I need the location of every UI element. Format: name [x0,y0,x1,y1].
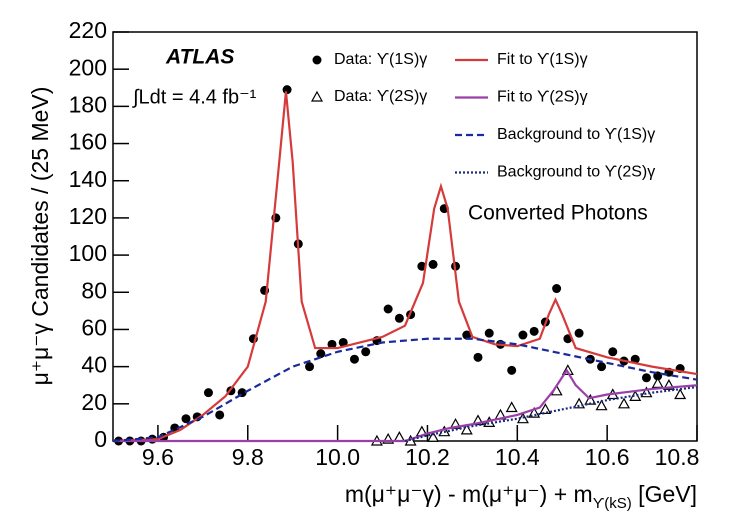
data-point [462,330,472,340]
data-point [473,352,483,362]
data-point [316,349,326,359]
x-tick-label: 10.2 [405,444,450,470]
y-tick-label: 40 [81,352,107,378]
fit-line [113,368,698,443]
data-point [394,313,404,323]
x-label-main: m(μ⁺μ⁻γ) - m(μ⁺μ⁻) + m [345,481,593,507]
data-point [505,401,518,413]
data-point [574,328,584,338]
data-point [460,423,473,435]
data-point [629,390,642,401]
y-tick-label: 20 [81,389,107,415]
x-tick-label: 9.6 [142,444,174,470]
legend-marker [312,55,322,65]
x-tick-label: 10.4 [495,444,540,470]
x-tick-label: 10.8 [655,444,700,470]
data-point [539,403,552,414]
legend-label: Background to ϒ(1S)γ [497,126,655,143]
x-label-subscript: ϒ(kS) [593,495,632,512]
legend-label: Data: ϒ(1S)γ [334,51,427,68]
data-point [484,328,494,338]
fit-line [112,91,698,443]
chart-title: ATLAS [165,46,234,69]
y-tick-label: 140 [69,166,107,192]
y-tick-label: 80 [81,277,107,303]
data-point [641,373,651,383]
y-tick-label: 160 [69,129,107,155]
data-point [617,397,631,409]
y-tick-label: 220 [69,17,107,43]
data-point [181,414,191,424]
data-point [674,388,687,400]
x-tick-label: 10.0 [315,444,360,470]
data-point [552,284,562,294]
data-point [427,431,440,442]
data-point [383,304,393,314]
legend-label: Fit to ϒ(1S)γ [497,51,588,68]
luminosity-label: ∫Ldt = 4.4 fb⁻¹ [132,86,257,108]
legend-label: Background to ϒ(2S)γ [497,164,655,181]
legend-marker [310,90,324,102]
data-point [327,339,337,349]
fit-line [112,337,698,443]
x-tick-label: 9.8 [232,444,264,470]
annotation: Converted Photons [468,202,648,225]
data-point [349,354,359,364]
legend-label: Data: ϒ(2S)γ [334,88,427,105]
data-point [428,259,438,269]
fit-line [404,385,698,443]
y-tick-label: 120 [69,203,107,229]
legend-label: Fit to ϒ(2S)γ [497,89,588,106]
y-axis-label: μ⁺μ⁻γ Candidates / (25 MeV) [27,87,53,386]
y-tick-label: 60 [81,315,107,341]
data-point [361,347,371,357]
data-point [529,326,539,336]
data-point [338,337,348,347]
data-point [630,354,640,364]
data-point [305,362,315,372]
data-point [651,377,664,388]
data-point [595,399,608,411]
data-point [507,365,517,375]
y-tick-label: 100 [69,240,107,266]
x-axis-label: m(μ⁺μ⁻γ) - m(μ⁺μ⁻) + mϒ(kS) [GeV] [345,481,697,512]
data-point [597,362,607,372]
data-point [215,410,225,420]
data-point [203,388,213,398]
data-point [608,347,618,357]
x-label-unit: [GeV] [632,481,697,507]
y-tick-label: 180 [69,91,107,117]
y-tick-label: 0 [94,426,107,452]
y-tick-label: 200 [69,54,107,80]
x-tick-label: 10.6 [585,444,630,470]
data-point [518,330,528,340]
